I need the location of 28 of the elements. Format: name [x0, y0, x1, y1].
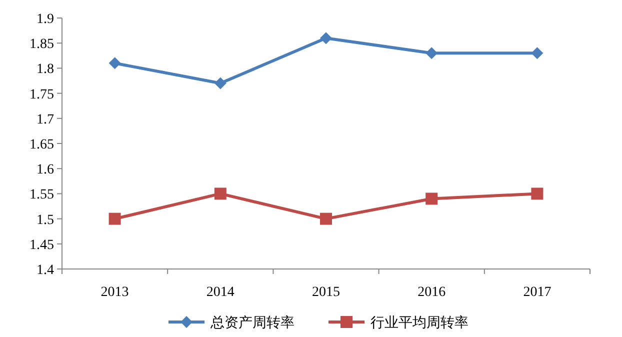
point: [426, 192, 438, 205]
y-tick-label: 1.9: [36, 12, 54, 27]
x-tick-label: 2016: [418, 285, 446, 300]
x-tick-label: 2013: [100, 285, 129, 300]
point: [320, 32, 332, 44]
x-tick-label: 2014: [206, 285, 234, 300]
y-tick-label: 1.4: [36, 263, 54, 278]
y-tick-label: 1.6: [36, 162, 54, 178]
y-tick-label: 1.8: [36, 62, 54, 78]
y-tick-label: 1.65: [30, 138, 54, 152]
y-tick-label: 1.5: [36, 212, 54, 228]
legend-label: 总资产周转率: [210, 315, 294, 331]
x-tick-label: 2017: [523, 285, 552, 300]
y-tick-label: 1.85: [30, 37, 54, 52]
point: [531, 188, 544, 200]
point: [426, 47, 438, 60]
legend-label: 行业平均周转率: [370, 315, 468, 331]
point: [108, 212, 121, 225]
y-tick-label: 1.45: [30, 238, 54, 253]
y-tick-label: 1.7: [36, 112, 54, 128]
x-tick-label: 2015: [312, 285, 340, 300]
y-tick-label: 1.55: [30, 188, 54, 203]
point: [214, 77, 226, 90]
point: [531, 47, 544, 60]
y-tick-label: 1.75: [30, 87, 54, 102]
point: [320, 212, 332, 225]
point: [108, 57, 121, 70]
point: [214, 188, 226, 200]
